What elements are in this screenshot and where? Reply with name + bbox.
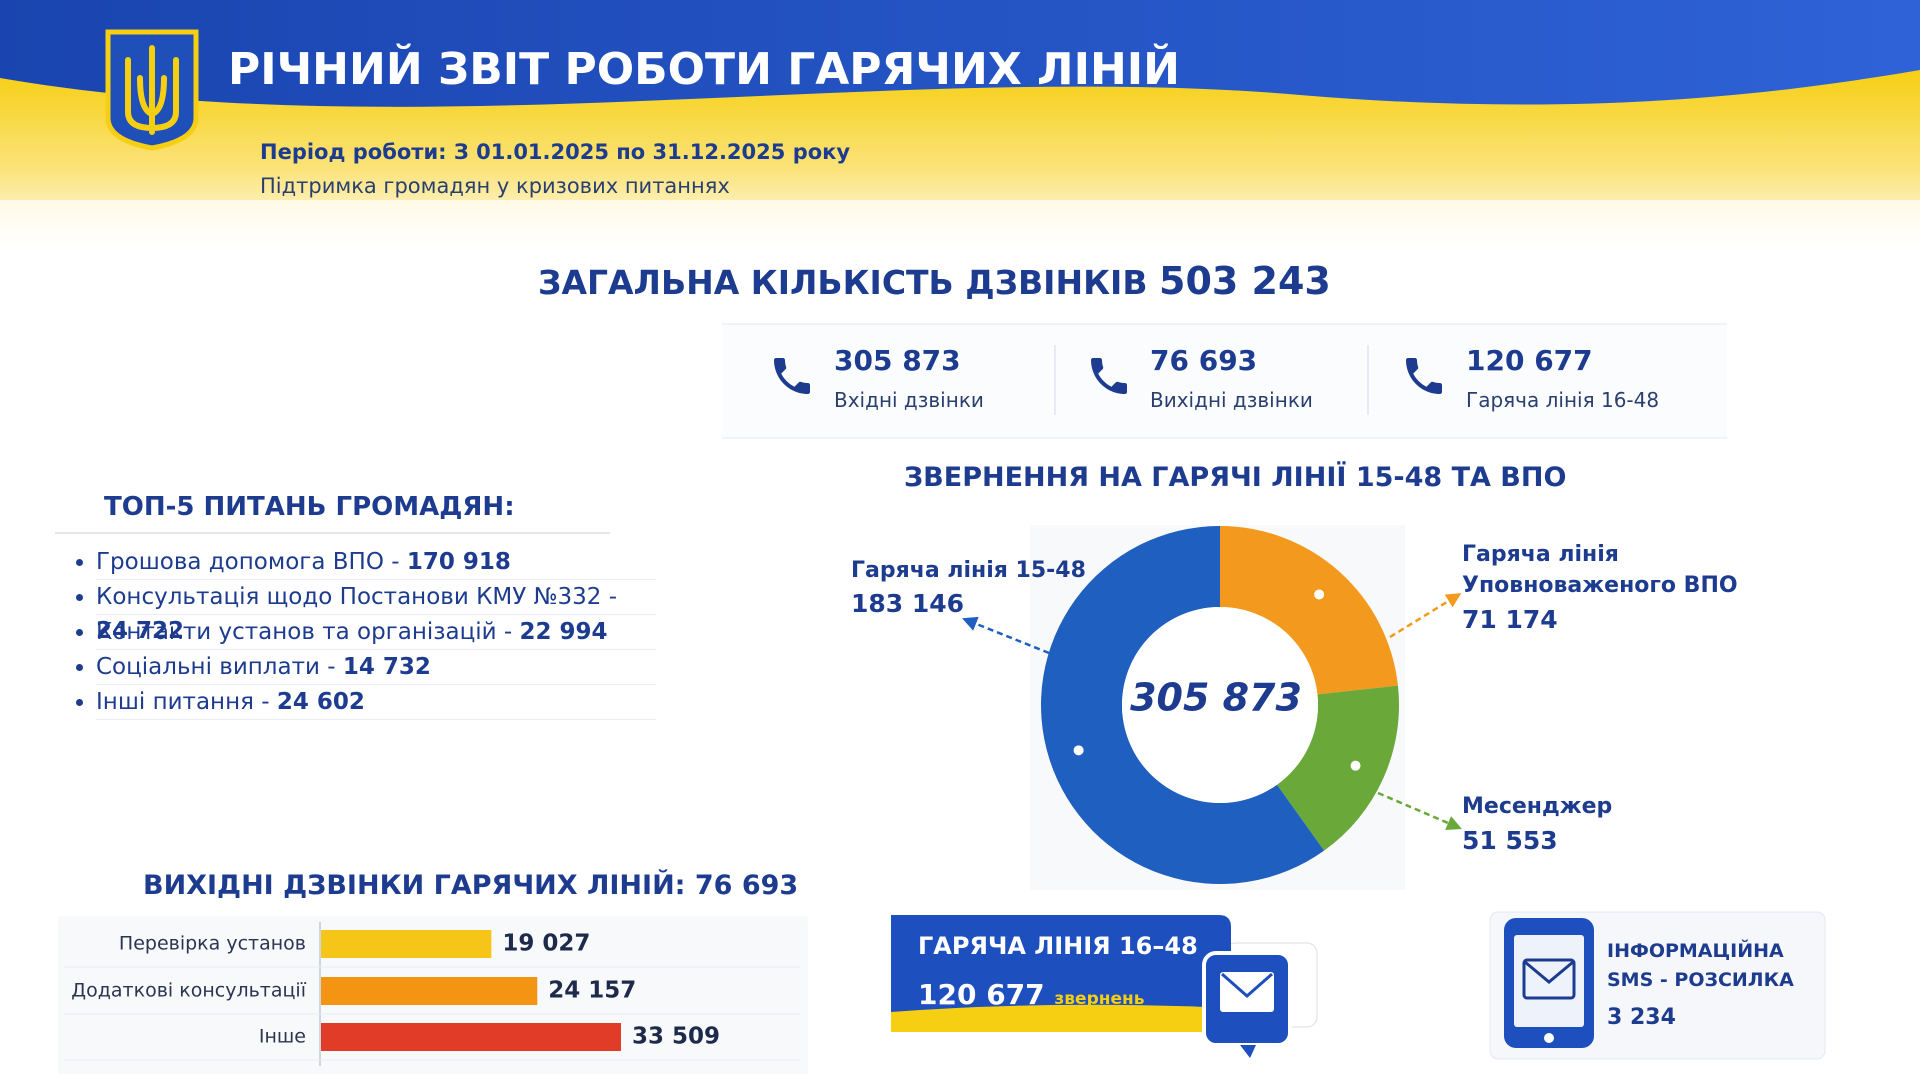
title: РІЧНИЙ ЗВІТ РОБОТИ ГАРЯЧИХ ЛІНІЙ — [228, 44, 1180, 95]
top5-title: ТОП-5 ПИТАНЬ ГРОМАДЯН: — [104, 492, 515, 522]
item-text: Інші питання - — [96, 689, 270, 715]
top5-item: Інші питання - 24 602 — [96, 685, 656, 720]
segment-dot — [1314, 589, 1325, 600]
item-text: Соціальні виплати - — [96, 654, 336, 680]
header-fade — [0, 200, 1920, 252]
stat-value: 305 873 — [834, 344, 961, 377]
stats-bg — [722, 324, 1727, 438]
value-label: 71 174 — [1462, 605, 1558, 634]
card-stripe — [891, 1004, 1231, 1032]
value-label: 19 027 — [502, 931, 590, 957]
item-value: 24 722 — [96, 618, 185, 644]
top5-item: Соціальні виплати - 14 732 — [96, 650, 656, 685]
donut: 305 873 — [1041, 526, 1399, 885]
stat-value: 76 693 — [1150, 344, 1258, 377]
stat-label: Гаряча лінія 16-48 — [1466, 388, 1660, 412]
segment-dot — [1073, 745, 1084, 756]
card-bg — [891, 915, 1231, 1032]
donut-segment — [1276, 685, 1399, 851]
stat-value: 120 677 — [1466, 344, 1593, 377]
envelope-icon — [1202, 951, 1292, 1058]
category-label: Перевірка установ — [119, 933, 306, 955]
card-value: 120 677 звернень — [918, 978, 1145, 1011]
emblem — [105, 29, 199, 151]
card-unit: звернень — [1054, 989, 1145, 1009]
item-value: 22 994 — [519, 619, 608, 645]
total: ЗАГАЛЬНА КІЛЬКІСТЬ ДЗВІНКІВ 503 243 — [538, 259, 1331, 303]
legend-label: Гаряча лінія Уповноваженого ВПО — [1462, 542, 1738, 598]
item-text: Грошова допомога ВПО - — [96, 549, 400, 575]
arrow — [1389, 593, 1462, 639]
subtitle: Підтримка громадян у кризових питаннях — [260, 174, 730, 198]
legend-label: Месенджер — [1462, 794, 1613, 819]
value-label: 183 146 — [851, 589, 965, 618]
bar — [321, 1023, 621, 1051]
bar-chart: Перевірка установ 19 027 Додаткові консуль… — [64, 922, 800, 1066]
top5-item: Грошова допомога ВПО - 170 918 — [96, 545, 656, 580]
category-label: Додаткові консультації — [71, 980, 306, 1002]
sms-phone-icon — [1504, 918, 1594, 1048]
top5-list: Грошова допомога ВПО - 170 918Консультац… — [70, 545, 656, 720]
donut-title: ЗВЕРНЕННЯ НА ГАРЯЧІ ЛІНІЇ 15-48 ТА ВПО — [904, 462, 1567, 493]
item-text: Консультація щодо Постанови КМУ №332 - — [96, 584, 618, 610]
value-label: 24 157 — [548, 978, 636, 1004]
item-value: 24 602 — [276, 689, 365, 715]
top5-item: Консультація щодо Постанови КМУ №332 - 2… — [96, 580, 656, 644]
bar — [321, 930, 492, 958]
period: Період роботи: З 01.01.2025 по 31.12.202… — [260, 140, 851, 164]
item-value: 170 918 — [406, 549, 511, 575]
category-label: Інше — [259, 1026, 306, 1048]
arrow — [1377, 791, 1462, 830]
stat-label: Вихідні дзвінки — [1150, 388, 1313, 412]
segment-dot — [1350, 760, 1361, 771]
total-label: ЗАГАЛЬНА КІЛЬКІСТЬ ДЗВІНКІВ — [538, 263, 1148, 302]
donut-center: 305 873 — [1130, 676, 1302, 720]
legend-label: Гаряча лінія 15-48 — [851, 558, 1086, 583]
item-text: Контакти установ та організацій - — [96, 619, 513, 645]
sms-title: ІНФОРМАЦІЙНА — [1607, 940, 1784, 962]
bar — [321, 977, 538, 1005]
donut-segment — [1220, 526, 1398, 695]
card-number: 120 677 — [918, 978, 1045, 1011]
donut-hole — [1122, 607, 1318, 803]
bar-title: ВИХІДНІ ДЗВІНКИ ГАРЯЧИХ ЛІНІЙ: 76 693 — [143, 870, 799, 901]
sms-title: SMS - РОЗСИЛКА — [1607, 969, 1794, 991]
card-title: ГАРЯЧА ЛІНІЯ 16–48 — [918, 932, 1198, 960]
sms-value: 3 234 — [1607, 1005, 1676, 1030]
donut-segment — [1041, 526, 1325, 885]
total-value: 503 243 — [1159, 259, 1331, 303]
arrow — [962, 616, 1050, 655]
top5-item: Контакти установ та організацій - 22 994 — [96, 615, 656, 650]
stat-label: Вхідні дзвінки — [834, 388, 984, 412]
value-label: 33 509 — [632, 1024, 720, 1050]
value-label: 51 553 — [1462, 826, 1558, 855]
item-value: 14 732 — [342, 654, 431, 680]
